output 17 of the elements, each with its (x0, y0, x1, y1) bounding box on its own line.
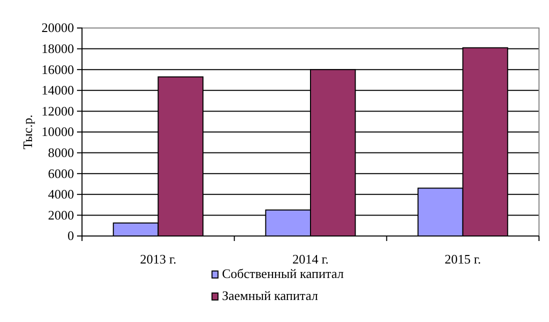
y-tick-label: 2000 (48, 207, 74, 222)
y-tick-label: 14000 (42, 82, 74, 98)
y-tick-label: 16000 (42, 62, 74, 77)
x-tick-label: 2014 г. (292, 252, 329, 267)
y-tick-label: 6000 (48, 166, 74, 181)
x-tick-label: 2015 г. (444, 252, 482, 267)
y-tick-label: 4000 (48, 186, 74, 202)
y-axis-title: Тыс.р. (20, 114, 35, 150)
y-tick-label: 20000 (42, 20, 74, 36)
y-tick-label: 18000 (42, 40, 74, 56)
legend-label: Заемный капитал (222, 288, 319, 303)
y-tick-label: 8000 (48, 144, 74, 160)
legend-label: Собственный капитал (222, 266, 344, 281)
x-tick-label: 2013 г. (140, 252, 176, 267)
y-tick-label: 12000 (42, 103, 74, 118)
y-tick-label: 0 (68, 228, 74, 244)
y-tick-label: 10000 (42, 124, 74, 140)
